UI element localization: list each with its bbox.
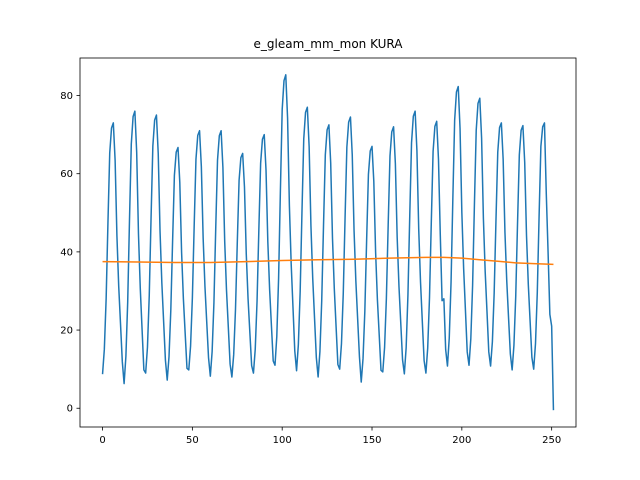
y-tick-label: 80	[60, 91, 73, 102]
chart-title: e_gleam_mm_mon KURA	[254, 37, 404, 51]
x-tick-label: 50	[186, 435, 199, 446]
x-tick-label: 100	[273, 435, 292, 446]
x-tick-label: 150	[362, 435, 381, 446]
x-tick-label: 200	[452, 435, 471, 446]
data-line	[102, 256, 554, 266]
y-tick-label: 40	[60, 247, 73, 258]
x-tick-label: 250	[542, 435, 561, 446]
y-tick-label: 0	[67, 404, 73, 415]
y-tick-label: 20	[60, 326, 73, 337]
axes-frame	[79, 57, 577, 428]
x-tick-label: 0	[99, 435, 105, 446]
data-line	[101, 74, 555, 411]
y-tick-label: 60	[60, 169, 73, 180]
